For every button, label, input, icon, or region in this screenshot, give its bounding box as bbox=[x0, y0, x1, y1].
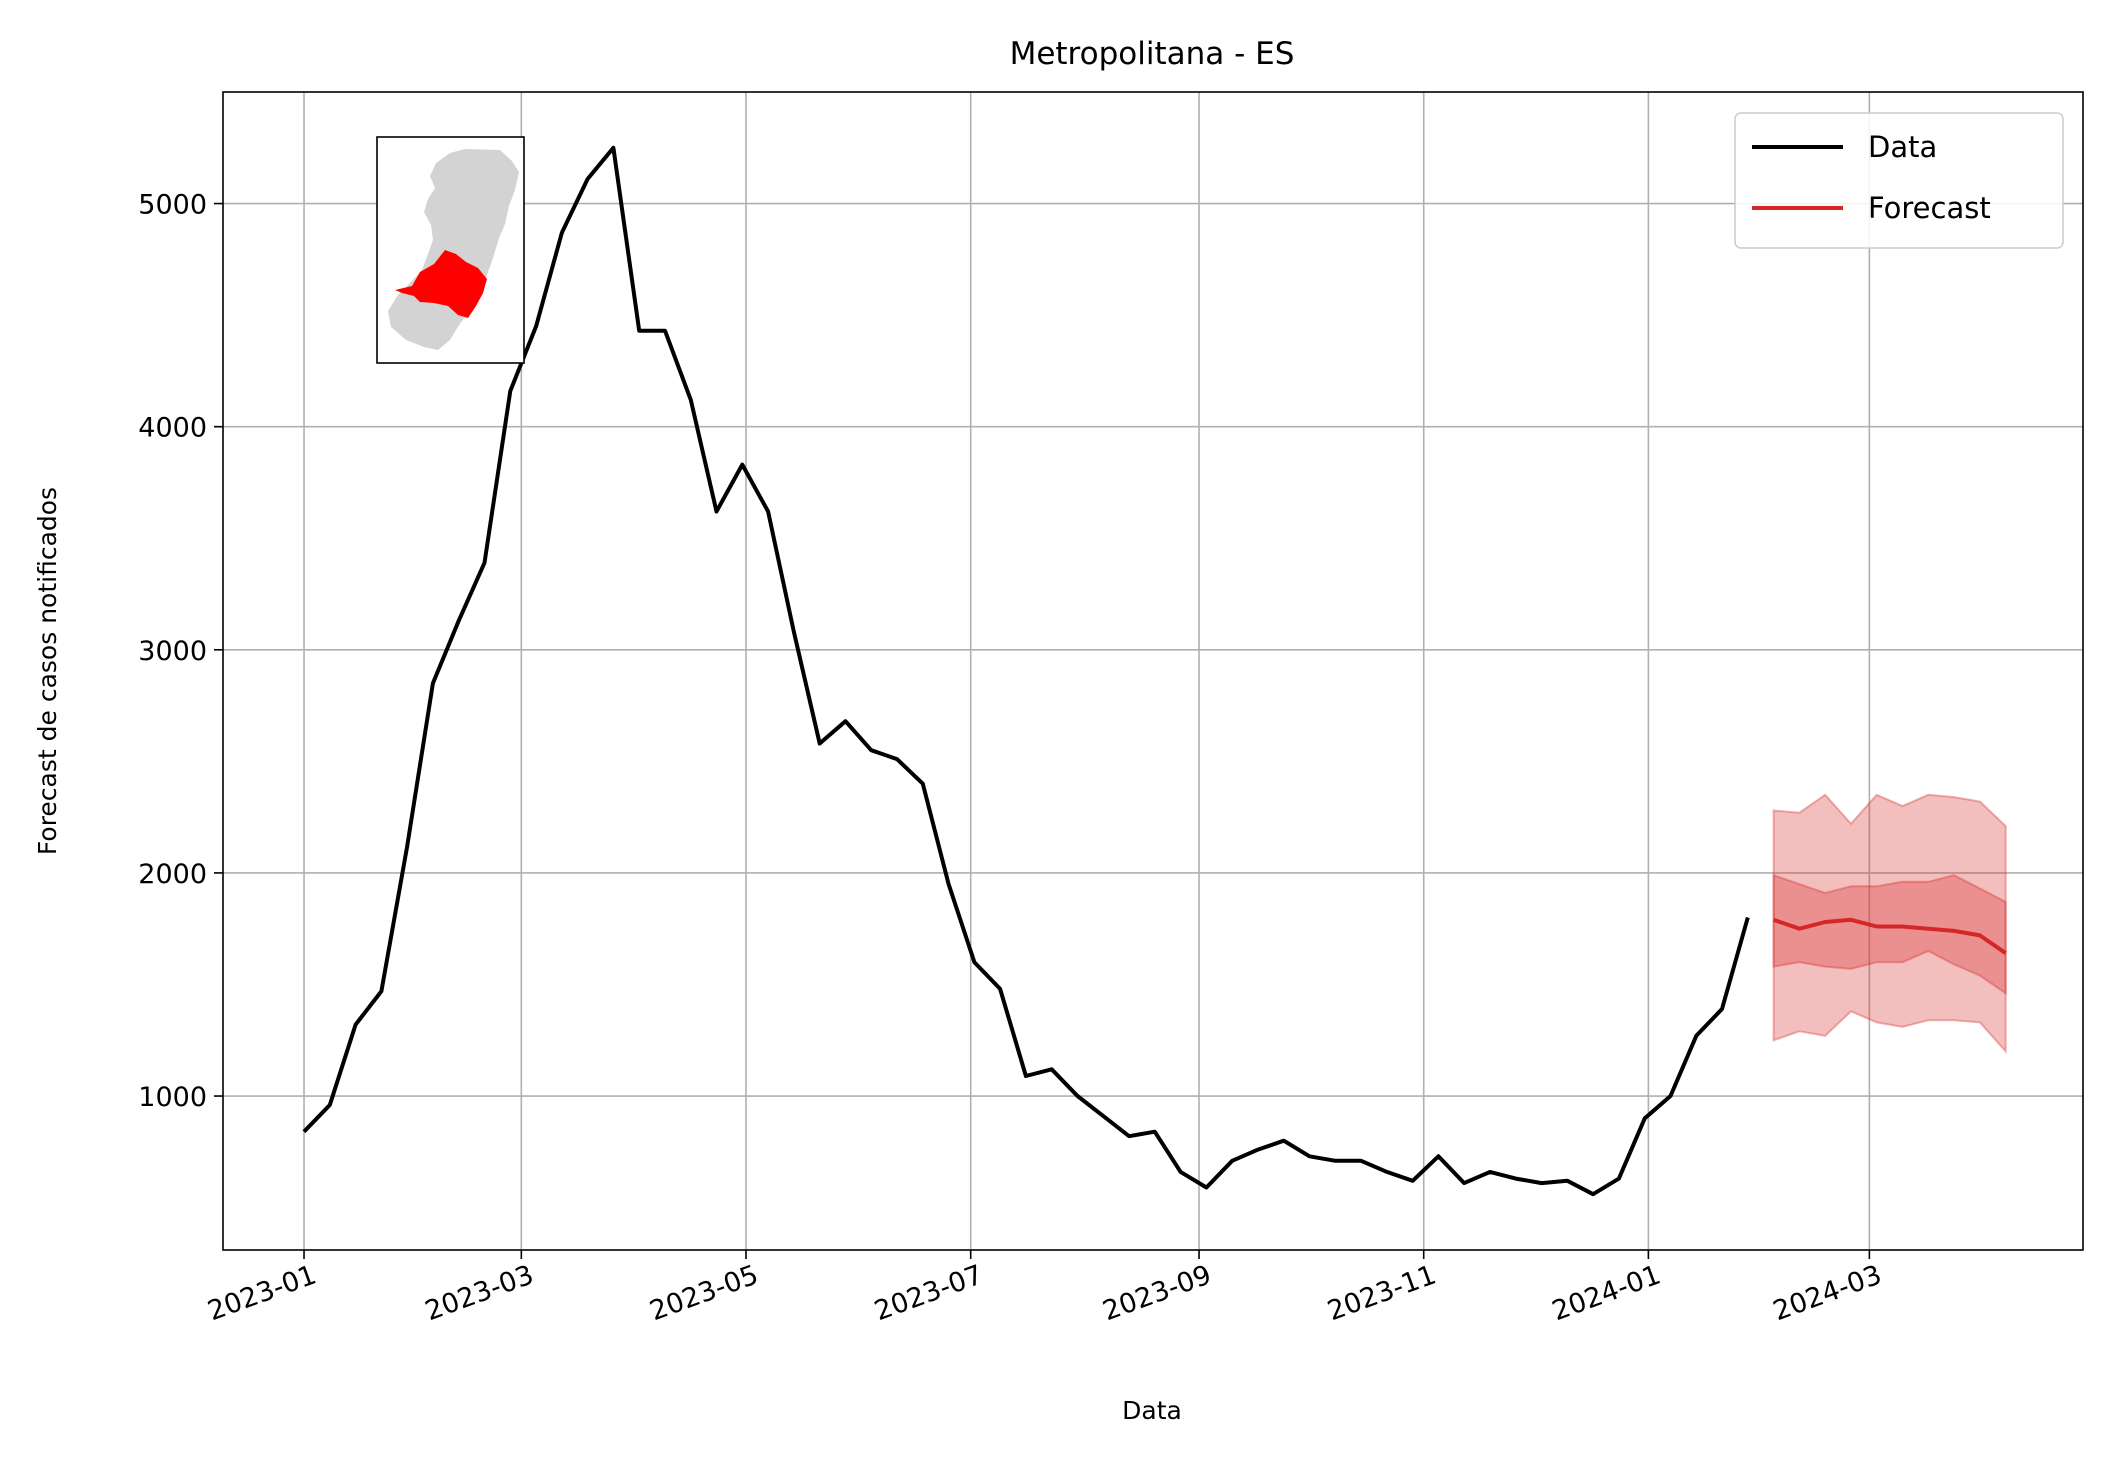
grid bbox=[223, 92, 2083, 1250]
y-tick-label: 3000 bbox=[138, 636, 207, 667]
data-series-line bbox=[302, 145, 1750, 1197]
metropolitan-region-shape bbox=[395, 250, 487, 318]
y-axis: 1000 2000 3000 4000 5000 bbox=[138, 190, 223, 1113]
forecast-series-line bbox=[1772, 917, 2007, 955]
y-tick-label: 4000 bbox=[138, 413, 207, 444]
y-tick-label: 5000 bbox=[138, 190, 207, 221]
legend: Data Forecast bbox=[1734, 112, 2064, 249]
series-lines bbox=[302, 145, 2007, 1197]
y-tick-label: 1000 bbox=[138, 1082, 207, 1113]
plot-frame bbox=[222, 91, 2084, 1251]
chart-title: Metropolitana - ES bbox=[1010, 36, 1295, 72]
forecast-outer-interval bbox=[1772, 793, 2007, 1055]
y-tick-label: 2000 bbox=[138, 859, 207, 890]
y-axis-label: Forecast de casos notificados bbox=[33, 487, 62, 855]
forecast-bands bbox=[1772, 793, 2007, 1055]
inset-map bbox=[376, 136, 525, 364]
forecast-inner-interval bbox=[1772, 873, 2007, 996]
x-axis-label: Data bbox=[1122, 1396, 1182, 1425]
legend-forecast-label: Forecast bbox=[1868, 191, 1991, 225]
legend-data-label: Data bbox=[1868, 130, 1937, 164]
